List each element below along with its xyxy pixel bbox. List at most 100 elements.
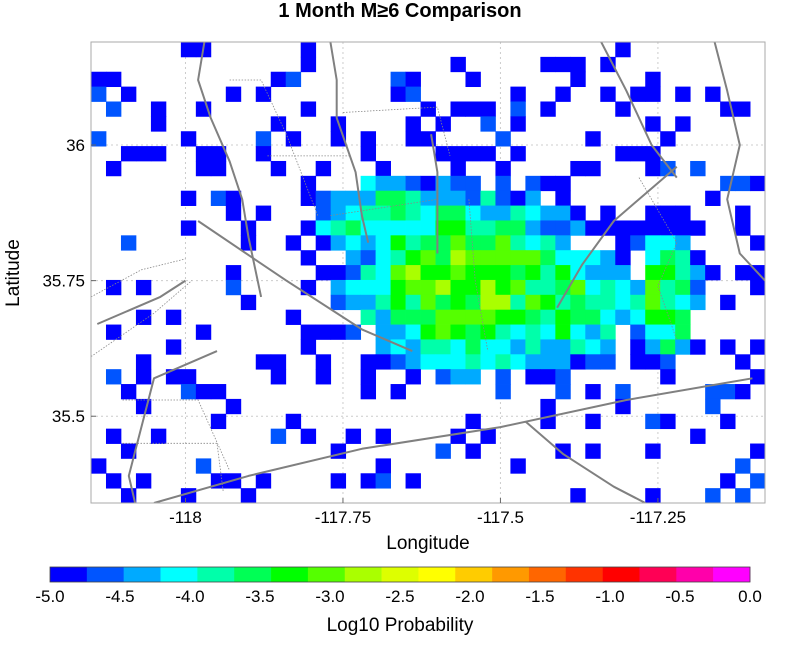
y-tick-label: 36	[66, 136, 85, 155]
heatmap-cell	[360, 175, 377, 192]
heatmap-cell	[675, 86, 691, 102]
heatmap-cell	[480, 265, 496, 281]
colorbar-swatch	[418, 567, 456, 582]
heatmap-cell	[465, 190, 481, 206]
colorbar-tick-label: -3.0	[315, 587, 344, 606]
heatmap-cell	[645, 116, 661, 132]
y-axis-label: Latitude	[3, 239, 24, 307]
heatmap-cell	[390, 354, 406, 370]
heatmap-cell	[180, 488, 197, 503]
colorbar-tick-label: -4.5	[105, 587, 134, 606]
heatmap-cell	[480, 190, 496, 206]
heatmap-cell	[675, 339, 691, 355]
heatmap-cell	[330, 190, 347, 206]
heatmap-cell	[315, 220, 332, 236]
plot-frame	[90, 41, 766, 504]
heatmap-cell	[390, 279, 406, 296]
heatmap-cell	[600, 265, 616, 281]
heatmap-cell	[330, 324, 347, 340]
heatmap-cell	[390, 175, 406, 192]
heatmap-cell	[510, 86, 526, 102]
heatmap-cell	[630, 146, 646, 162]
heatmap-cell	[405, 265, 421, 281]
heatmap-cell	[465, 354, 481, 370]
heatmap-cell	[735, 458, 751, 474]
heatmap-cell	[750, 473, 765, 489]
colorbar-swatch	[492, 567, 530, 582]
colorbar-swatch	[565, 567, 603, 582]
heatmap-cell	[375, 309, 391, 325]
heatmap-cell	[360, 354, 377, 370]
heatmap-cell	[91, 458, 107, 474]
heatmap-cell	[180, 369, 197, 385]
heatmap-cell	[360, 146, 377, 162]
heatmap-cell	[480, 220, 496, 236]
heatmap-cell	[570, 324, 586, 340]
heatmap-cell	[105, 160, 122, 177]
heatmap-cell	[660, 369, 676, 385]
heatmap-cell	[375, 250, 391, 266]
heatmap-cell	[555, 205, 571, 221]
heatmap-cell	[585, 309, 601, 325]
heatmap-cell	[405, 354, 421, 370]
heatmap-cell	[390, 190, 406, 206]
heatmap-cell	[105, 71, 122, 88]
heatmap-cell	[120, 146, 137, 162]
heatmap-cell	[615, 235, 631, 251]
heatmap-cell	[630, 354, 646, 370]
heatmap-cell	[345, 279, 362, 296]
heatmap-cell	[675, 205, 691, 221]
heatmap-cell	[540, 339, 556, 355]
heatmap-cell	[660, 131, 676, 147]
heatmap-cell	[345, 250, 362, 266]
colorbar-swatch	[160, 567, 198, 582]
heatmap-cell	[450, 294, 466, 311]
heatmap-cell	[690, 294, 706, 311]
heatmap-cell	[420, 205, 436, 221]
heatmap-cell	[495, 265, 511, 281]
heatmap-cell	[720, 473, 736, 489]
heatmap-cell	[705, 488, 721, 503]
heatmap-cell	[375, 235, 391, 251]
heatmap-cell	[105, 324, 122, 340]
heatmap-cell	[615, 146, 631, 162]
heatmap-cell	[465, 279, 481, 296]
heatmap-cell	[555, 384, 571, 400]
heatmap-cell	[255, 354, 272, 370]
heatmap-cell	[660, 205, 676, 221]
heatmap-cell	[735, 488, 751, 503]
heatmap-cell	[525, 250, 541, 266]
heatmap-cell	[315, 160, 332, 177]
heatmap-cell	[465, 369, 481, 385]
heatmap-cell	[690, 250, 706, 266]
heatmap-cell	[510, 265, 526, 281]
fault-line	[556, 165, 678, 309]
heatmap-cell	[615, 220, 631, 236]
heatmap-cell	[585, 413, 601, 430]
heatmap-cell	[660, 250, 676, 266]
heatmap-cell	[225, 398, 242, 415]
colorbar-tick-label: -1.0	[595, 587, 624, 606]
heatmap-cell	[390, 294, 406, 311]
heatmap-cell	[750, 369, 765, 385]
heatmap-cell	[195, 384, 212, 400]
heatmap-cell	[735, 175, 751, 192]
heatmap-cell	[675, 250, 691, 266]
heatmap-cell	[510, 146, 526, 162]
heatmap-cell	[615, 250, 631, 266]
heatmap-cell	[495, 339, 511, 355]
heatmap-cell	[450, 324, 466, 340]
heatmap-cell	[495, 190, 511, 206]
heatmap-cell	[555, 309, 571, 325]
heatmap-cell	[390, 235, 406, 251]
heatmap-cell	[315, 369, 332, 385]
heatmap-cell	[405, 71, 421, 88]
heatmap-cell	[660, 294, 676, 311]
heatmap-cell	[705, 86, 721, 102]
heatmap-cell	[420, 309, 436, 325]
heatmap-cell	[675, 235, 691, 251]
heatmap-cell	[525, 294, 541, 311]
heatmap-cell	[480, 339, 496, 355]
heatmap-cell	[645, 235, 661, 251]
heatmap-cell	[285, 71, 302, 88]
